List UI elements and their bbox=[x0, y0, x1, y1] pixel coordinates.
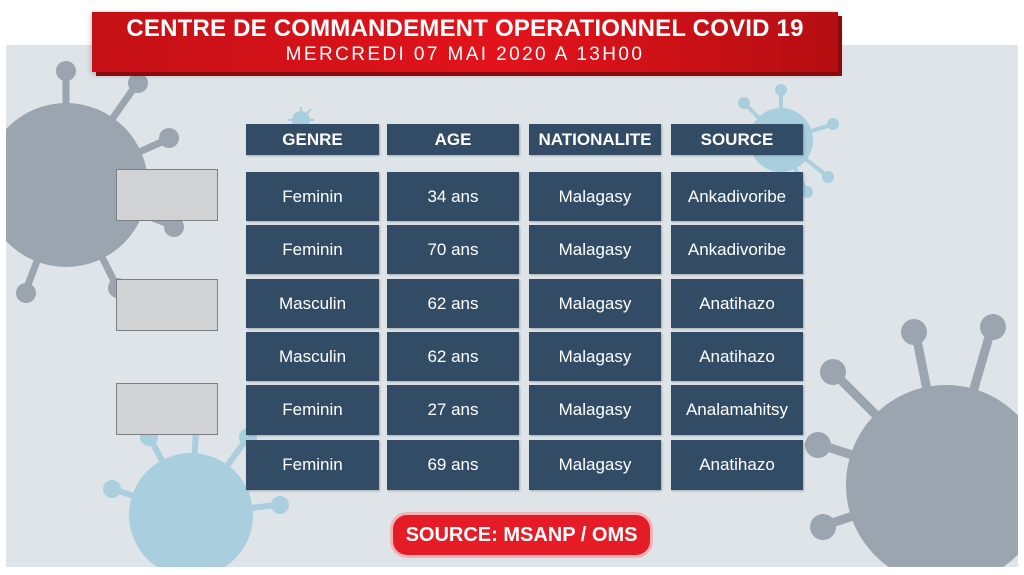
column-header-nationalite: NATIONALITE bbox=[529, 124, 661, 155]
table-cell-age: 62 ans bbox=[387, 279, 519, 328]
table-cell-age: 34 ans bbox=[387, 172, 519, 221]
table-cell-nationalite: Malagasy bbox=[529, 332, 661, 381]
table-cell-age: 27 ans bbox=[387, 385, 519, 435]
source-badge: SOURCE: MSANP / OMS bbox=[393, 515, 650, 555]
table-cell-source: Anatihazo bbox=[671, 440, 803, 490]
table-cell-nationalite: Malagasy bbox=[529, 440, 661, 490]
table-cell-source: Anatihazo bbox=[671, 279, 803, 328]
table-cell-nationalite: Malagasy bbox=[529, 385, 661, 435]
header-banner: CENTRE DE COMMANDEMENT OPERATIONNEL COVI… bbox=[92, 12, 838, 72]
column-header-genre: GENRE bbox=[246, 124, 379, 155]
table-cell-source: Ankadivoribe bbox=[671, 225, 803, 274]
placeholder-box bbox=[116, 383, 218, 435]
table-cell-genre: Feminin bbox=[246, 385, 379, 435]
table-cell-genre: Feminin bbox=[246, 440, 379, 490]
page-title: CENTRE DE COMMANDEMENT OPERATIONNEL COVI… bbox=[126, 15, 804, 42]
placeholder-box bbox=[116, 279, 218, 331]
virus-decorations bbox=[6, 61, 1018, 567]
placeholder-box bbox=[116, 169, 218, 221]
table-cell-genre: Feminin bbox=[246, 225, 379, 274]
table-cell-nationalite: Malagasy bbox=[529, 172, 661, 221]
column-header-age: AGE bbox=[387, 124, 519, 155]
table-cell-source: Ankadivoribe bbox=[671, 172, 803, 221]
table-cell-genre: Masculin bbox=[246, 279, 379, 328]
table-cell-age: 69 ans bbox=[387, 440, 519, 490]
table-cell-genre: Masculin bbox=[246, 332, 379, 381]
virus-icon bbox=[805, 314, 1018, 567]
page-subtitle: MERCREDI 07 MAI 2020 A 13H00 bbox=[285, 44, 645, 65]
table-cell-nationalite: Malagasy bbox=[529, 279, 661, 328]
table-cell-source: Analamahitsy bbox=[671, 385, 803, 435]
table-cell-age: 62 ans bbox=[387, 332, 519, 381]
table-cell-nationalite: Malagasy bbox=[529, 225, 661, 274]
table-cell-genre: Feminin bbox=[246, 172, 379, 221]
table-cell-age: 70 ans bbox=[387, 225, 519, 274]
table-cell-source: Anatihazo bbox=[671, 332, 803, 381]
column-header-source: SOURCE bbox=[671, 124, 803, 155]
virus-icon bbox=[6, 61, 184, 303]
